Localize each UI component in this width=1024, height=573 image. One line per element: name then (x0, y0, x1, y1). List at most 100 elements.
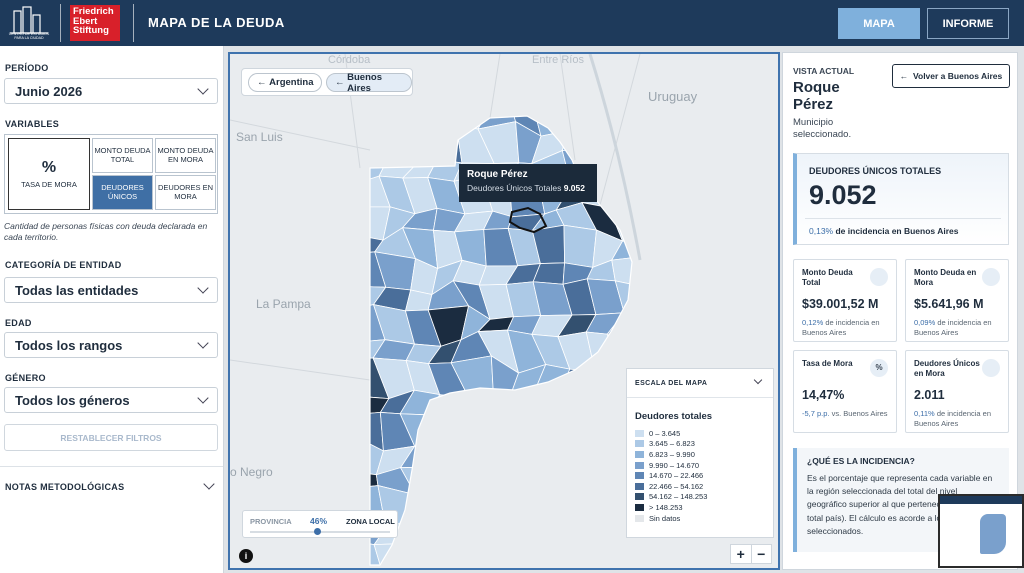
municipality (635, 307, 669, 338)
municipality (404, 494, 442, 523)
legend-label: 0 – 3.645 (649, 428, 681, 438)
legend-item: 14.670 – 22.466 (635, 470, 707, 481)
divider (805, 218, 1001, 219)
legend-item: 54.162 – 148.253 (635, 492, 707, 503)
select-value: Todos los rangos (15, 337, 123, 353)
municipality (453, 445, 489, 466)
back-text: Volver a Buenos Aires (912, 71, 1003, 81)
legend-header[interactable]: ESCALA DEL MAPA (635, 380, 708, 387)
back-button[interactable]: ← Volver a Buenos Aires (892, 64, 1010, 88)
thumb-map (980, 514, 1006, 554)
breadcrumb-text: Argentina (269, 77, 314, 88)
municipality (641, 338, 677, 368)
card-title: DEUDORES ÚNICOS TOTALES (809, 166, 942, 176)
municipality (637, 240, 676, 257)
legend-swatch (635, 503, 644, 511)
municipality (458, 412, 489, 451)
municipality (635, 287, 676, 313)
age-select[interactable]: Todos los rangos (4, 332, 218, 358)
card-pct: 0,12% (802, 318, 824, 327)
nav-button[interactable]: INFORME (927, 8, 1009, 39)
municipality (633, 185, 670, 208)
main-card: DEUDORES ÚNICOS TOTALES 9.052 0,13% de i… (793, 153, 1009, 245)
select-value: Junio 2026 (15, 83, 83, 99)
municipality (606, 333, 632, 374)
municipality (510, 514, 548, 556)
label: VARIABLES (5, 119, 60, 129)
card-icon (982, 359, 1000, 377)
entity-select[interactable]: Todas las entidades (4, 277, 218, 303)
variable-option[interactable]: DEUDORES ÚNICOS (92, 175, 153, 210)
info-button[interactable]: i (239, 549, 253, 563)
variable-option[interactable]: % TASA DE MORA (8, 138, 90, 210)
variable-option[interactable]: DEUDORES EN MORA (155, 175, 216, 210)
legend-swatch (635, 514, 644, 522)
notes-toggle[interactable]: NOTAS METODOLÓGICAS (5, 482, 125, 492)
place-label: Entre Ríos (532, 54, 584, 66)
legend-label: Sin datos (649, 513, 681, 523)
legend-swatch (635, 472, 644, 480)
selected-municipality[interactable] (508, 206, 548, 234)
variable-icon: % (41, 159, 57, 177)
slider-label: PROVINCIA (250, 517, 292, 526)
label: CATEGORÍA DE ENTIDAD (5, 260, 122, 270)
card-value: $5.641,96 M (914, 297, 984, 311)
incidence-title: ¿QUÉ ES LA INCIDENCIA? (807, 456, 915, 466)
legend-label: 6.823 – 9.990 (649, 449, 695, 459)
gender-select[interactable]: Todos los géneros (4, 387, 218, 413)
card-icon: % (870, 359, 888, 377)
municipality (506, 459, 544, 498)
nav-button[interactable]: MAPA (838, 8, 920, 39)
card-note: de incidencia en Buenos Aires (914, 409, 992, 429)
municipality (532, 512, 572, 552)
municipality (399, 116, 441, 126)
variable-text: MONTO DEUDA EN MORA (157, 146, 214, 164)
municipality (562, 385, 594, 426)
legend-title: Deudores totales (635, 411, 713, 422)
zoom-in[interactable]: + (731, 545, 752, 563)
municipality (370, 539, 384, 565)
breadcrumb[interactable]: ← Buenos Aires (326, 71, 412, 94)
legend-label: 22.466 – 54.162 (649, 481, 704, 491)
place-subtitle: Municipio seleccionado. (793, 117, 852, 141)
card-pct: -5,7 p.p. (802, 409, 830, 418)
municipality (478, 464, 519, 504)
municipality (510, 494, 544, 520)
municipality (378, 116, 416, 123)
header: CENTRO DE ESTUDIOS PARA LA CIUDAD Friedr… (0, 0, 1024, 46)
municipality (580, 371, 621, 388)
municipality (432, 512, 461, 556)
breadcrumb[interactable]: ← Argentina (248, 73, 323, 92)
municipality (433, 116, 467, 127)
card-pct: 0,13% (809, 226, 834, 236)
municipality (589, 434, 619, 476)
variable-option[interactable]: MONTO DEUDA EN MORA (155, 138, 216, 173)
slider-handle[interactable] (314, 528, 321, 535)
breadcrumb-text: Buenos Aires (347, 71, 382, 94)
zoom-out[interactable]: − (757, 546, 766, 562)
chevron (197, 83, 209, 95)
place-label: Uruguay (648, 89, 698, 104)
municipality (503, 550, 548, 565)
card-note-row: 0,09% de incidencia en Buenos Aires (914, 318, 1004, 338)
brand-line: Friedrich (73, 6, 114, 17)
card-value: 2.011 (914, 388, 945, 402)
metric-card: Monto Deuda Total $39.001,52 M 0,12% de in… (793, 259, 897, 342)
breadcrumbs: ← Argentina ← Buenos Aires (241, 68, 413, 96)
logo-icon (10, 6, 48, 34)
municipality (558, 501, 591, 520)
card-note-row: -5,7 p.p. vs. Buenos Aires (802, 409, 892, 419)
card-title: Monto Deuda Total (802, 268, 853, 287)
map (230, 54, 677, 566)
legend-swatch (635, 440, 644, 448)
card-icon (870, 268, 888, 286)
place-label: San Luis (236, 130, 283, 144)
period-select[interactable]: Junio 2026 (4, 78, 218, 104)
municipality (405, 543, 444, 565)
reset-button[interactable]: RESTABLECER FILTROS (4, 424, 218, 451)
municipality (640, 136, 677, 156)
municipality (559, 546, 593, 565)
variable-option[interactable]: MONTO DEUDA TOTAL (92, 138, 153, 173)
